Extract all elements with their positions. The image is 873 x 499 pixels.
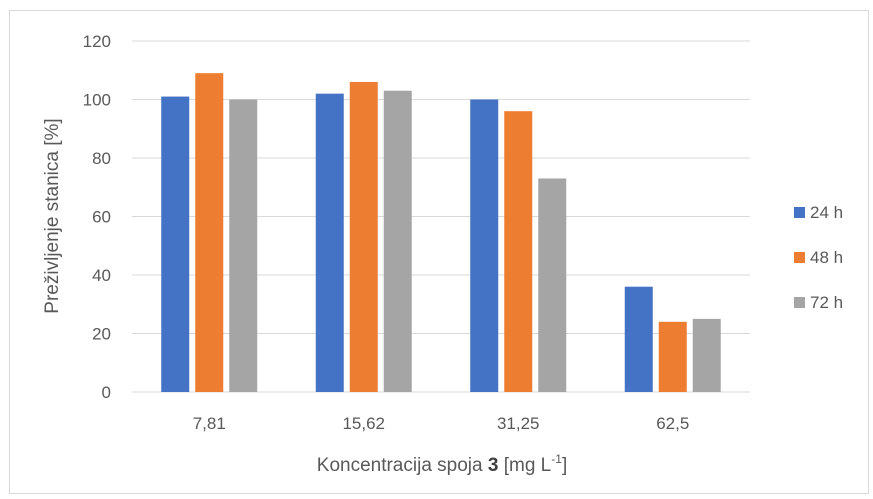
legend-label: 72 h: [810, 293, 843, 312]
y-tick-label: 40: [92, 266, 111, 285]
y-tick-label: 60: [92, 208, 111, 227]
legend-swatch: [794, 297, 805, 308]
bar: [229, 99, 258, 392]
y-tick-label: 80: [92, 149, 111, 168]
x-tick-label: 31,25: [497, 414, 540, 433]
bar: [504, 111, 533, 392]
gridlines: [132, 40, 750, 393]
x-tick-label: 15,62: [342, 414, 385, 433]
y-axis-title: Preživljenje stanica [%]: [42, 118, 63, 313]
x-axis-title: Koncentracija spoja 3 [mg L-1]: [317, 452, 567, 476]
bar: [538, 178, 567, 392]
chart-frame: [9, 10, 869, 494]
legend: 24 h 48 h 72 h: [794, 203, 843, 312]
bar: [470, 99, 499, 392]
legend-swatch: [794, 207, 805, 218]
bar: [315, 93, 344, 393]
bar: [161, 96, 190, 392]
x-tick-label: 62,5: [656, 414, 689, 433]
legend-label: 24 h: [810, 203, 843, 222]
y-tick-label: 20: [92, 325, 111, 344]
y-tick-labels: 0 20 40 60 80 100 120: [83, 32, 111, 402]
y-tick-label: 120: [83, 32, 111, 51]
y-tick-label: 100: [83, 91, 111, 110]
x-tick-label: 7,81: [193, 414, 226, 433]
legend-label: 48 h: [810, 248, 843, 267]
bars: [161, 73, 721, 393]
y-tick-label: 0: [102, 383, 111, 402]
legend-swatch: [794, 252, 805, 263]
bar: [383, 90, 412, 392]
bar: [624, 286, 653, 392]
x-tick-labels: 7,81 15,62 31,25 62,5: [193, 414, 690, 433]
bar: [658, 321, 687, 392]
bar: [195, 73, 224, 393]
bar: [349, 81, 378, 392]
bar: [692, 318, 721, 392]
